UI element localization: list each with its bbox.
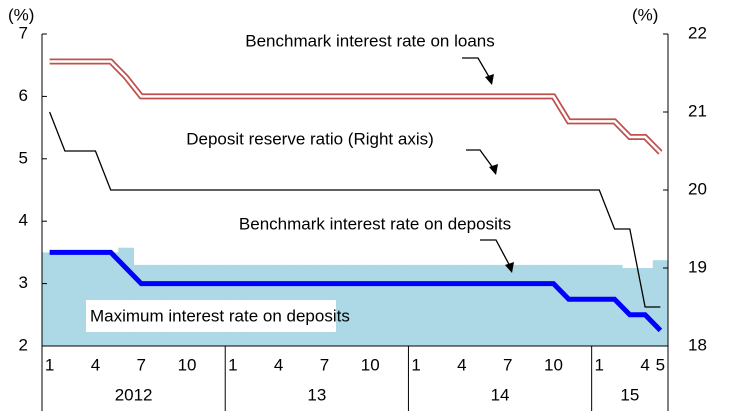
x-tick-label: 7 bbox=[503, 355, 512, 374]
area-step bbox=[347, 264, 364, 346]
arrow-head bbox=[489, 164, 498, 175]
x-tick-label: 7 bbox=[320, 355, 329, 374]
line bbox=[49, 111, 661, 308]
y-tick-label: 3 bbox=[19, 273, 28, 292]
y-tick-label: 7 bbox=[19, 23, 28, 42]
area-step bbox=[576, 264, 593, 346]
x-tick-label: 7 bbox=[137, 355, 146, 374]
area-step bbox=[438, 264, 455, 346]
area-step bbox=[515, 264, 531, 346]
annotation: Benchmark interest rate on deposits bbox=[239, 214, 511, 233]
area-step bbox=[362, 264, 379, 346]
label-box bbox=[86, 300, 336, 332]
area-step bbox=[500, 264, 516, 346]
x-tick-label: 1 bbox=[595, 355, 604, 374]
arrow bbox=[480, 239, 513, 271]
x-tick-label: 4 bbox=[457, 355, 466, 374]
arrow bbox=[462, 57, 493, 83]
y2-tick-label: 19 bbox=[688, 257, 707, 276]
x-tick-label: 1 bbox=[228, 355, 237, 374]
area-step bbox=[408, 264, 425, 346]
y-tick-label: 6 bbox=[19, 86, 28, 105]
annotation: Deposit reserve ratio (Right axis) bbox=[186, 129, 434, 148]
area-step bbox=[42, 252, 58, 346]
line bbox=[49, 249, 663, 333]
annotation: Maximum interest rate on deposits bbox=[90, 306, 350, 325]
arrow-head bbox=[485, 74, 494, 85]
year-label: 15 bbox=[620, 385, 639, 404]
year-label: 14 bbox=[491, 385, 510, 404]
area-step bbox=[454, 264, 470, 346]
left-unit: (%) bbox=[8, 5, 34, 24]
area-step bbox=[393, 264, 409, 346]
x-tick-label: 1 bbox=[45, 355, 54, 374]
area-step bbox=[484, 264, 501, 346]
y-tick-label: 4 bbox=[19, 211, 28, 230]
arrow bbox=[466, 149, 497, 173]
area-step bbox=[469, 264, 486, 346]
area-step bbox=[652, 260, 669, 346]
x-tick-label: 10 bbox=[544, 355, 563, 374]
right-unit: (%) bbox=[632, 5, 658, 24]
y2-tick-label: 21 bbox=[688, 101, 707, 120]
y-tick-label: 5 bbox=[19, 148, 28, 167]
y2-tick-label: 18 bbox=[688, 335, 707, 354]
x-tick-label: 4 bbox=[274, 355, 283, 374]
year-label: 13 bbox=[307, 385, 326, 404]
area-step bbox=[561, 264, 577, 346]
area-step bbox=[377, 264, 394, 346]
x-tick-label: 5 bbox=[656, 355, 665, 374]
area-step bbox=[591, 264, 608, 346]
y2-tick-label: 20 bbox=[688, 179, 707, 198]
x-tick-label: 4 bbox=[91, 355, 100, 374]
area-step bbox=[622, 268, 638, 346]
area-step bbox=[423, 264, 440, 346]
year-label: 2012 bbox=[115, 385, 153, 404]
y-tick-label: 2 bbox=[19, 335, 28, 354]
x-tick-label: 10 bbox=[178, 355, 197, 374]
x-tick-label: 1 bbox=[411, 355, 420, 374]
area-step bbox=[545, 264, 562, 346]
x-tick-label: 4 bbox=[640, 355, 649, 374]
area-step bbox=[606, 264, 623, 346]
area-step bbox=[530, 264, 547, 346]
annotation: Benchmark interest rate on loans bbox=[245, 31, 494, 50]
area-step bbox=[72, 252, 89, 346]
y2-tick-label: 22 bbox=[688, 23, 707, 42]
x-tick-label: 10 bbox=[361, 355, 380, 374]
arrow-head bbox=[505, 262, 514, 273]
area-step bbox=[57, 252, 73, 346]
line-inner bbox=[49, 60, 662, 154]
